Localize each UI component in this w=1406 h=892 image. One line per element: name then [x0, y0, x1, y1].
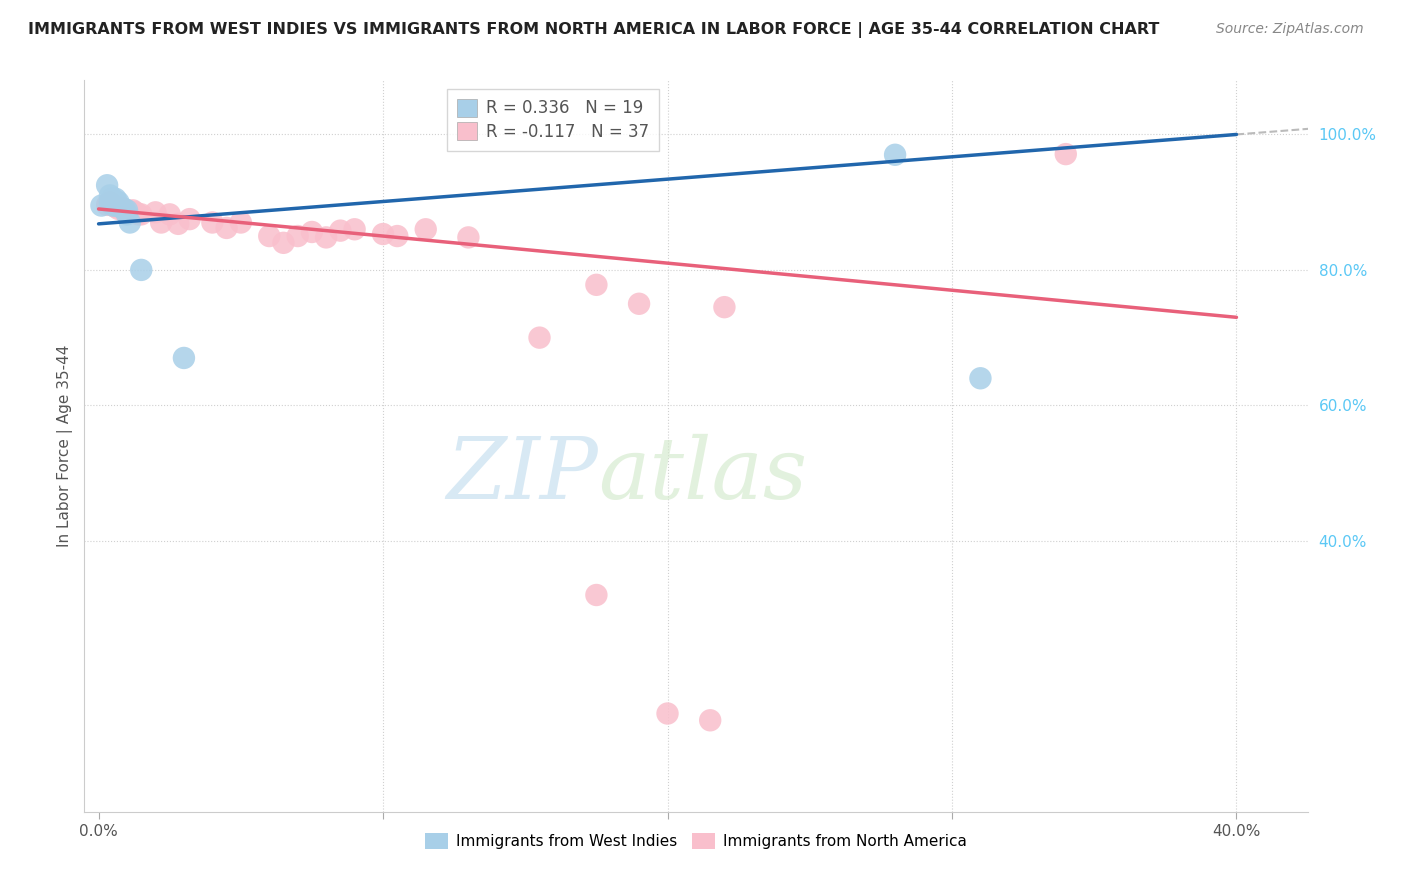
- Point: [415, 222, 437, 236]
- Point: [129, 207, 152, 221]
- Point: [145, 205, 167, 219]
- Point: [112, 202, 135, 216]
- Point: [96, 198, 118, 212]
- Point: [699, 714, 721, 728]
- Point: [229, 215, 252, 229]
- Point: [101, 198, 124, 212]
- Point: [150, 215, 173, 229]
- Point: [301, 225, 323, 239]
- Point: [1054, 147, 1077, 161]
- Point: [107, 195, 129, 210]
- Point: [129, 263, 152, 277]
- Text: atlas: atlas: [598, 434, 807, 516]
- Point: [259, 229, 281, 244]
- Point: [585, 588, 607, 602]
- Point: [387, 229, 409, 244]
- Point: [107, 202, 129, 216]
- Point: [115, 203, 138, 218]
- Point: [112, 204, 135, 219]
- Point: [585, 277, 607, 292]
- Point: [127, 207, 149, 221]
- Point: [657, 706, 679, 721]
- Point: [529, 331, 551, 345]
- Point: [124, 205, 146, 219]
- Point: [315, 230, 337, 244]
- Point: [115, 207, 138, 221]
- Point: [121, 203, 143, 218]
- Point: [159, 207, 181, 221]
- Point: [215, 221, 238, 235]
- Point: [329, 224, 352, 238]
- Text: ZIP: ZIP: [446, 434, 598, 516]
- Point: [104, 192, 127, 206]
- Point: [101, 192, 124, 206]
- Point: [98, 195, 121, 210]
- Point: [457, 230, 479, 244]
- Point: [273, 235, 295, 250]
- Point: [110, 201, 132, 215]
- Point: [884, 148, 907, 162]
- Point: [167, 217, 190, 231]
- Point: [118, 215, 141, 229]
- Legend: Immigrants from West Indies, Immigrants from North America: Immigrants from West Indies, Immigrants …: [419, 826, 973, 855]
- Point: [107, 198, 129, 212]
- Point: [101, 198, 124, 212]
- Point: [343, 222, 366, 236]
- Point: [104, 198, 127, 212]
- Point: [628, 297, 651, 311]
- Y-axis label: In Labor Force | Age 35-44: In Labor Force | Age 35-44: [58, 345, 73, 547]
- Point: [287, 229, 309, 244]
- Point: [104, 200, 127, 214]
- Point: [969, 371, 991, 385]
- Text: IMMIGRANTS FROM WEST INDIES VS IMMIGRANTS FROM NORTH AMERICA IN LABOR FORCE | AG: IMMIGRANTS FROM WEST INDIES VS IMMIGRANT…: [28, 22, 1160, 38]
- Point: [118, 204, 141, 219]
- Point: [90, 198, 112, 212]
- Point: [371, 227, 394, 241]
- Text: Source: ZipAtlas.com: Source: ZipAtlas.com: [1216, 22, 1364, 37]
- Point: [201, 215, 224, 229]
- Point: [96, 178, 118, 193]
- Point: [173, 351, 195, 365]
- Point: [98, 188, 121, 202]
- Point: [179, 212, 201, 227]
- Point: [115, 203, 138, 218]
- Point: [713, 300, 735, 314]
- Point: [98, 195, 121, 210]
- Point: [110, 201, 132, 215]
